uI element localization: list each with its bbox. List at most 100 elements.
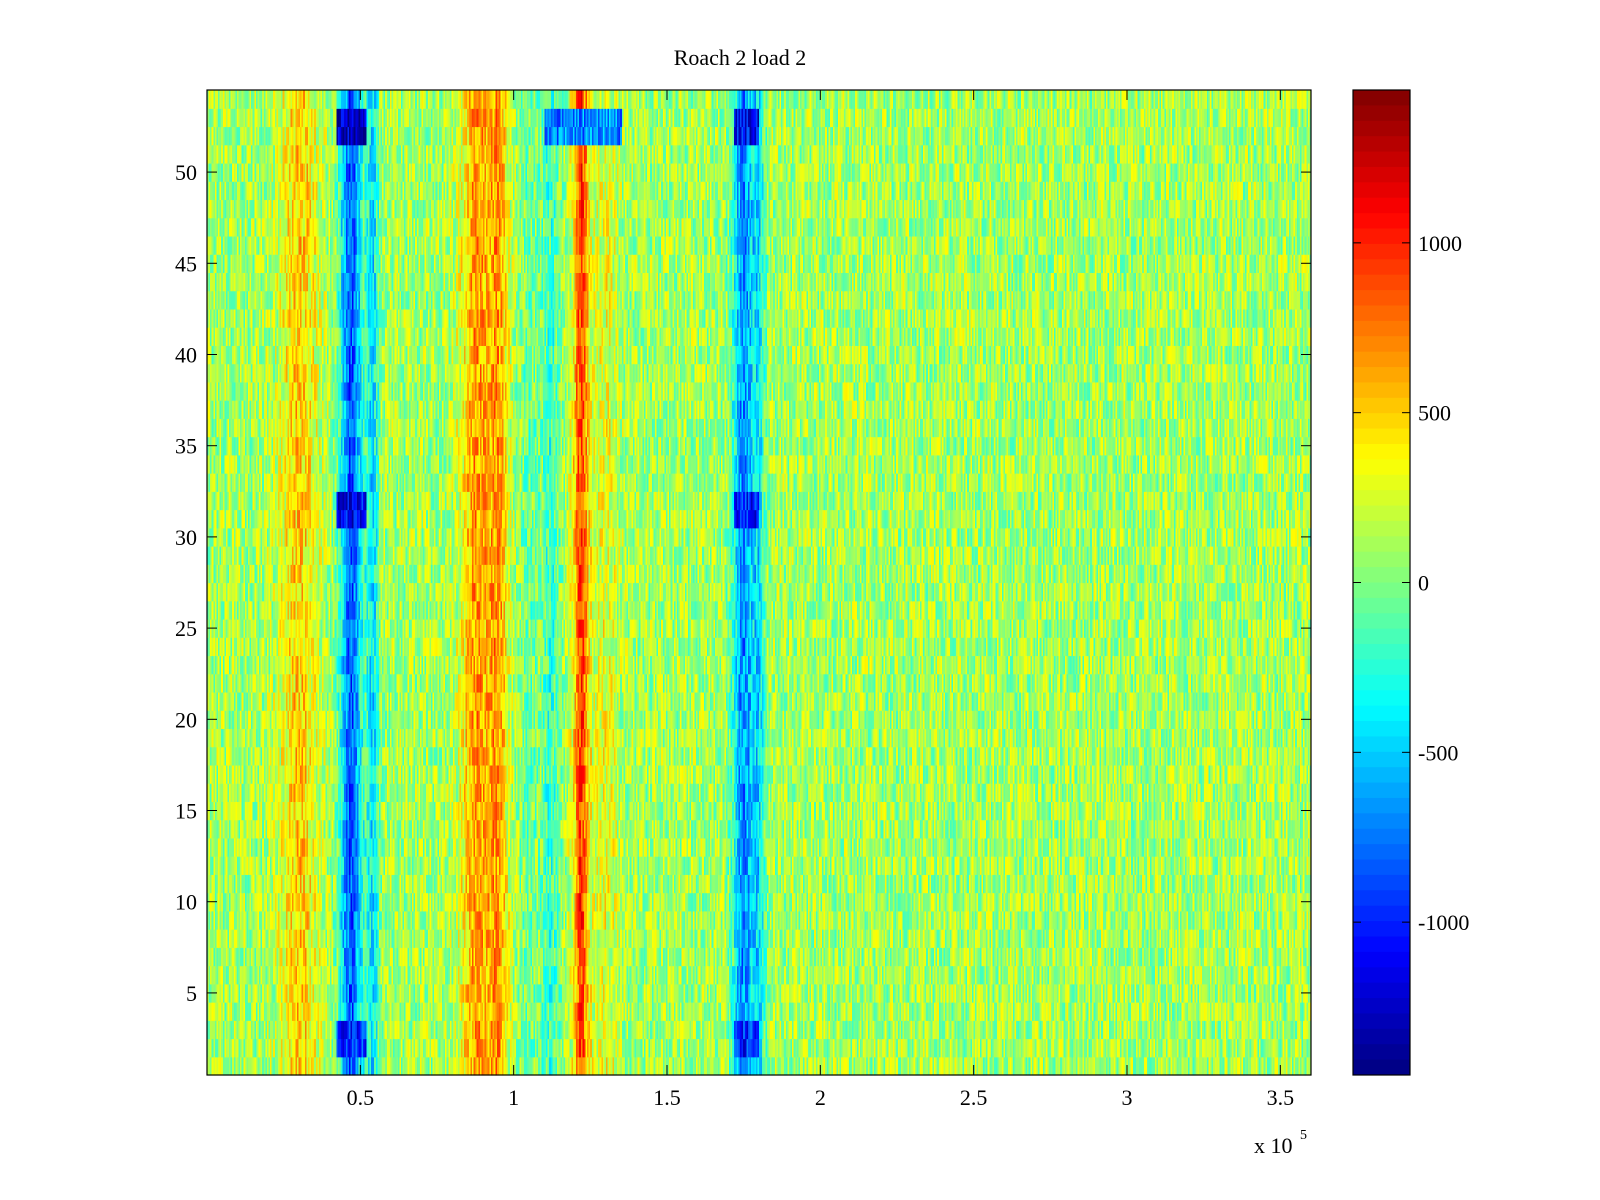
heatmap-row [207, 819, 1311, 839]
heatmap-row [207, 108, 1311, 128]
colorbar-band [1353, 413, 1410, 430]
heatmap-row [207, 217, 1311, 237]
colorbar-band [1353, 936, 1410, 953]
colorbar-band [1353, 490, 1410, 507]
heatmap-row [207, 546, 1311, 565]
y-tick-label: 40 [175, 342, 197, 367]
heatmap-row [207, 618, 1311, 638]
y-tick-label: 30 [175, 525, 197, 550]
heatmap-row [207, 691, 1311, 711]
heatmap-row [207, 345, 1311, 365]
colorbar-band [1353, 905, 1410, 922]
colorbar-band [1353, 767, 1410, 784]
heatmap-plot: 0.5 1 1.5 2 2.5 3 3.5 5 10 15 20 25 30 35 40 45 50 [175, 89, 1312, 1110]
heatmap-row [207, 929, 1311, 948]
heatmap-row [207, 564, 1311, 584]
colorbar-band [1353, 813, 1410, 830]
x-multiplier-exponent: 5 [1300, 1128, 1307, 1143]
colorbar-band [1353, 659, 1410, 676]
heatmap-row [207, 637, 1311, 657]
heatmap-row [207, 509, 1311, 529]
heatmap-row [207, 910, 1311, 930]
heatmap-row [207, 454, 1311, 474]
y-tick-label: 5 [186, 981, 197, 1006]
colorbar-band [1353, 290, 1410, 306]
heatmap-row [207, 254, 1311, 274]
colorbar-band [1353, 459, 1410, 476]
x-tick-label: 2.5 [960, 1085, 988, 1110]
colorbar-band [1353, 397, 1410, 414]
colorbar-band [1353, 582, 1410, 599]
heatmap-row [207, 327, 1311, 346]
colorbar-band [1353, 705, 1410, 722]
x-tick-label: 2 [815, 1085, 826, 1110]
colorbar-band [1353, 998, 1410, 1014]
chart-title: Roach 2 load 2 [674, 45, 807, 70]
heatmap-row [207, 1020, 1311, 1040]
colorbar-band [1353, 197, 1410, 214]
heatmap-row [207, 400, 1311, 419]
heatmap-row [207, 363, 1311, 383]
colorbar-tick-label: 0 [1418, 571, 1429, 596]
heatmap-row [207, 837, 1311, 857]
heatmap-row [207, 144, 1311, 164]
y-tick-label: 15 [175, 799, 197, 824]
colorbar-band [1353, 228, 1410, 245]
colorbar-band [1353, 844, 1410, 861]
y-tick-label: 10 [175, 890, 197, 915]
x-axis: 0.5 1 1.5 2 2.5 3 3.5 [347, 90, 1294, 1110]
colorbar-band [1353, 551, 1410, 568]
colorbar: 1000 500 0 -500 -1000 [1352, 89, 1469, 1076]
colorbar-band [1353, 828, 1410, 845]
heatmap-row [207, 1038, 1311, 1058]
colorbar-band [1353, 274, 1410, 291]
heatmap-row [207, 582, 1311, 602]
colorbar-band [1353, 874, 1410, 891]
colorbar-band [1353, 597, 1410, 614]
y-tick-label: 25 [175, 616, 197, 641]
heatmap-row [207, 162, 1311, 182]
colorbar-band [1353, 613, 1410, 630]
heatmap-row [207, 746, 1311, 766]
colorbar-band [1353, 1044, 1410, 1061]
x-multiplier-base: x 10 [1254, 1133, 1293, 1158]
x-tick-label: 1.5 [653, 1085, 681, 1110]
colorbar-band [1353, 166, 1410, 183]
colorbar-band [1353, 674, 1410, 691]
colorbar-band [1353, 105, 1410, 122]
colorbar-band [1353, 751, 1410, 768]
colorbar-band [1353, 921, 1410, 937]
colorbar-band [1353, 536, 1410, 553]
heatmap-cells [207, 90, 1311, 1076]
heatmap-row [207, 290, 1311, 310]
colorbar-band [1353, 305, 1410, 322]
heatmap-row [207, 491, 1311, 511]
heatmap-row [207, 90, 1311, 109]
heatmap-row [207, 856, 1311, 875]
x-tick-label: 0.5 [347, 1085, 375, 1110]
colorbar-band [1353, 1059, 1410, 1076]
heatmap-row [207, 655, 1311, 675]
heatmap-row [207, 801, 1311, 821]
colorbar-band [1353, 382, 1410, 399]
heatmap-row [207, 947, 1311, 967]
colorbar-band [1353, 1028, 1410, 1045]
heatmap-row [207, 710, 1311, 730]
heatmap-row [207, 892, 1311, 912]
colorbar-band [1353, 859, 1410, 876]
colorbar-band [1353, 151, 1410, 168]
y-tick-label: 35 [175, 434, 197, 459]
colorbar-band [1353, 567, 1410, 583]
colorbar-band [1353, 182, 1410, 199]
heatmap-row [207, 965, 1311, 985]
colorbar-band [1353, 967, 1410, 984]
heatmap-row [207, 1002, 1311, 1021]
colorbar-band [1353, 782, 1410, 799]
colorbar-band [1353, 690, 1410, 707]
heatmap-row [207, 235, 1311, 255]
y-tick-label: 50 [175, 160, 197, 185]
colorbar-band [1353, 136, 1410, 153]
heatmap-row [207, 272, 1311, 292]
colorbar-band [1353, 628, 1410, 645]
